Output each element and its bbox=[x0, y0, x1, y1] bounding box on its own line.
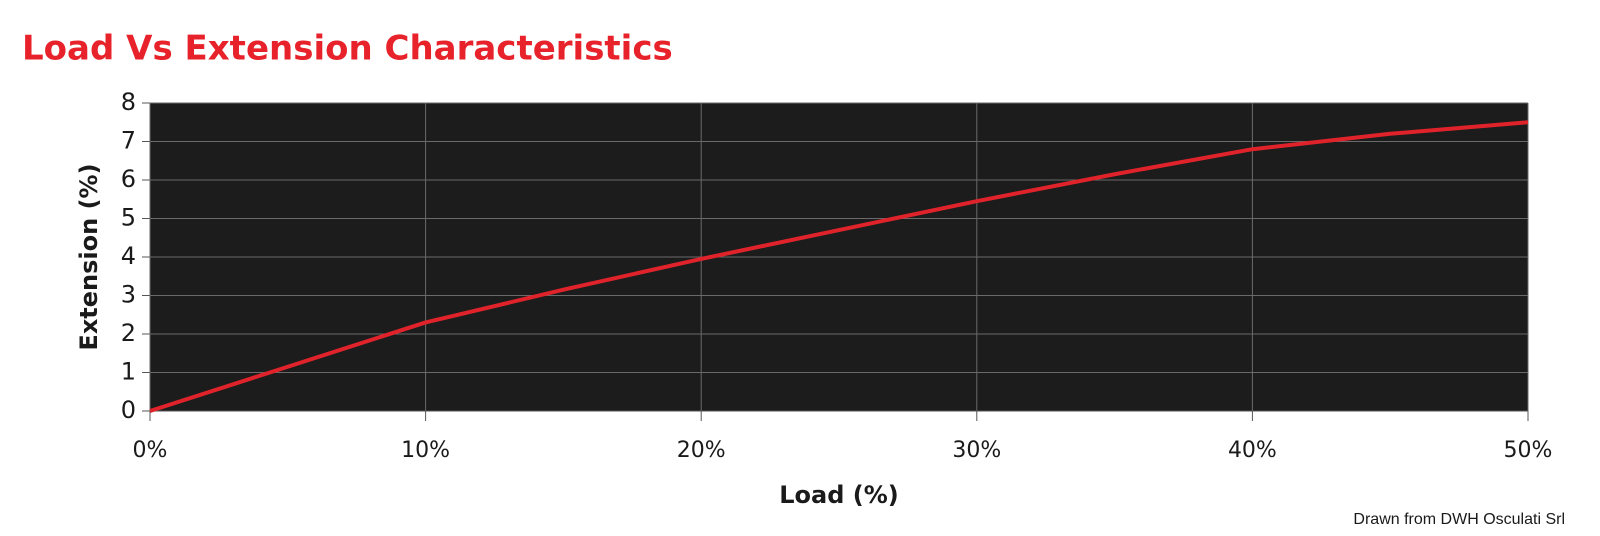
x-tick-label: 20% bbox=[677, 438, 726, 463]
y-tick-label: 5 bbox=[121, 204, 136, 232]
x-tick-label: 0% bbox=[133, 438, 168, 463]
chart-title: Load Vs Extension Characteristics bbox=[22, 29, 673, 69]
y-tick-label: 2 bbox=[121, 319, 136, 347]
y-tick-label: 1 bbox=[121, 358, 136, 386]
x-tick-label: 50% bbox=[1504, 438, 1553, 463]
y-tick-label: 8 bbox=[121, 88, 136, 116]
y-tick-label: 0 bbox=[121, 396, 136, 424]
x-axis-label: Load (%) bbox=[779, 481, 899, 509]
x-tick-label: 40% bbox=[1228, 438, 1277, 463]
y-tick-label: 4 bbox=[121, 242, 136, 270]
y-tick-label: 6 bbox=[121, 165, 136, 193]
y-tick-label: 3 bbox=[121, 281, 136, 309]
source-note: Drawn from DWH Osculati Srl bbox=[1353, 511, 1565, 528]
x-tick-label: 30% bbox=[952, 438, 1001, 463]
y-axis-label: Extension (%) bbox=[75, 163, 103, 350]
data-line bbox=[149, 120, 1529, 413]
y-tick-label: 7 bbox=[121, 127, 136, 155]
x-tick-label: 10% bbox=[401, 438, 450, 463]
